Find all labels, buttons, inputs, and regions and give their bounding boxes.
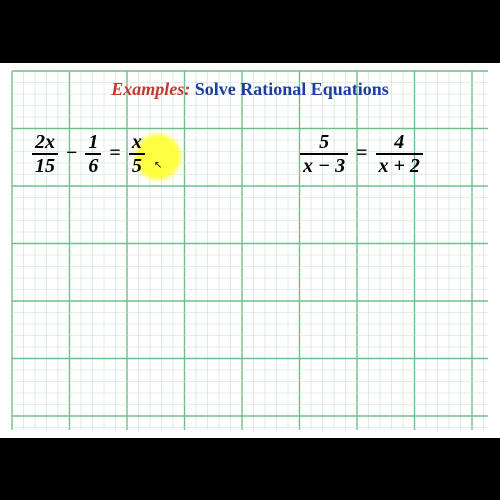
numerator: 2x [32,131,58,153]
equation-left: 2x 15 − 1 6 = x 5 [32,131,145,177]
minus-op: − [64,142,79,165]
subtitle-label: Solve Rational Equations [195,79,389,99]
cursor-icon: ↖ [154,160,162,171]
heading-line: Examples: Solve Rational Equations [0,79,500,100]
numerator: 1 [85,131,101,153]
equals-op: = [107,142,122,165]
fraction-5-over-xm3: 5 x − 3 [300,131,348,177]
fraction-2x-15: 2x 15 [32,131,58,177]
denominator: x − 3 [300,155,348,177]
equation-right: 5 x − 3 = 4 x + 2 [300,131,423,177]
grid-background [0,63,500,438]
examples-label: Examples: [111,79,190,99]
denominator: x + 2 [376,155,423,177]
denominator: 5 [129,155,145,177]
denominator: 15 [32,155,58,177]
equals-op: = [354,142,369,165]
numerator: 5 [316,131,332,153]
numerator: 4 [391,131,407,153]
graph-paper-stage: Examples: Solve Rational Equations 2x 15… [0,63,500,438]
fraction-1-6: 1 6 [85,131,101,177]
fraction-x-5: x 5 [129,131,145,177]
numerator: x [129,131,145,153]
denominator: 6 [85,155,101,177]
fraction-4-over-xp2: 4 x + 2 [376,131,423,177]
